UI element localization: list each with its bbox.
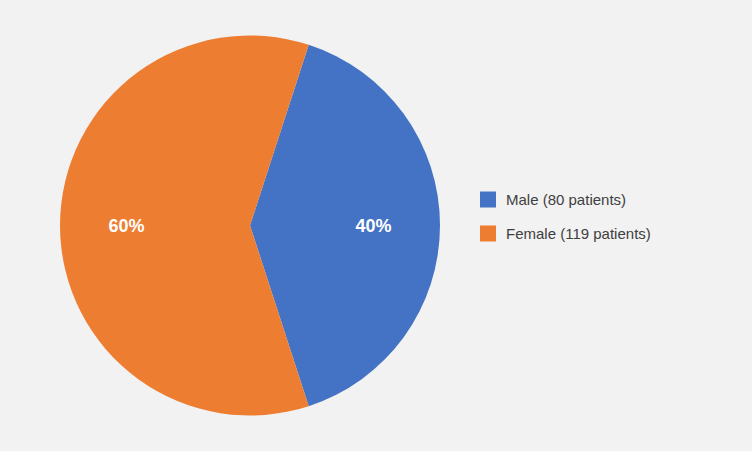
pie-slice	[60, 35, 309, 415]
legend: Male (80 patients) Female (119 patients)	[480, 191, 651, 242]
legend-label: Male (80 patients)	[506, 191, 626, 208]
chart-container: 40% 60% Male (80 patients) Female (119 pati…	[0, 0, 752, 451]
legend-swatch	[480, 192, 496, 208]
background	[0, 0, 752, 451]
pie-slices	[60, 35, 440, 415]
data-label: 60%	[108, 216, 144, 236]
legend-label: Female (119 patients)	[506, 225, 651, 242]
legend-swatch	[480, 226, 496, 242]
chart-svg: 40% 60% Male (80 patients) Female (119 pati…	[0, 0, 752, 451]
data-labels: 40% 60%	[108, 216, 391, 236]
data-label: 40%	[355, 216, 391, 236]
